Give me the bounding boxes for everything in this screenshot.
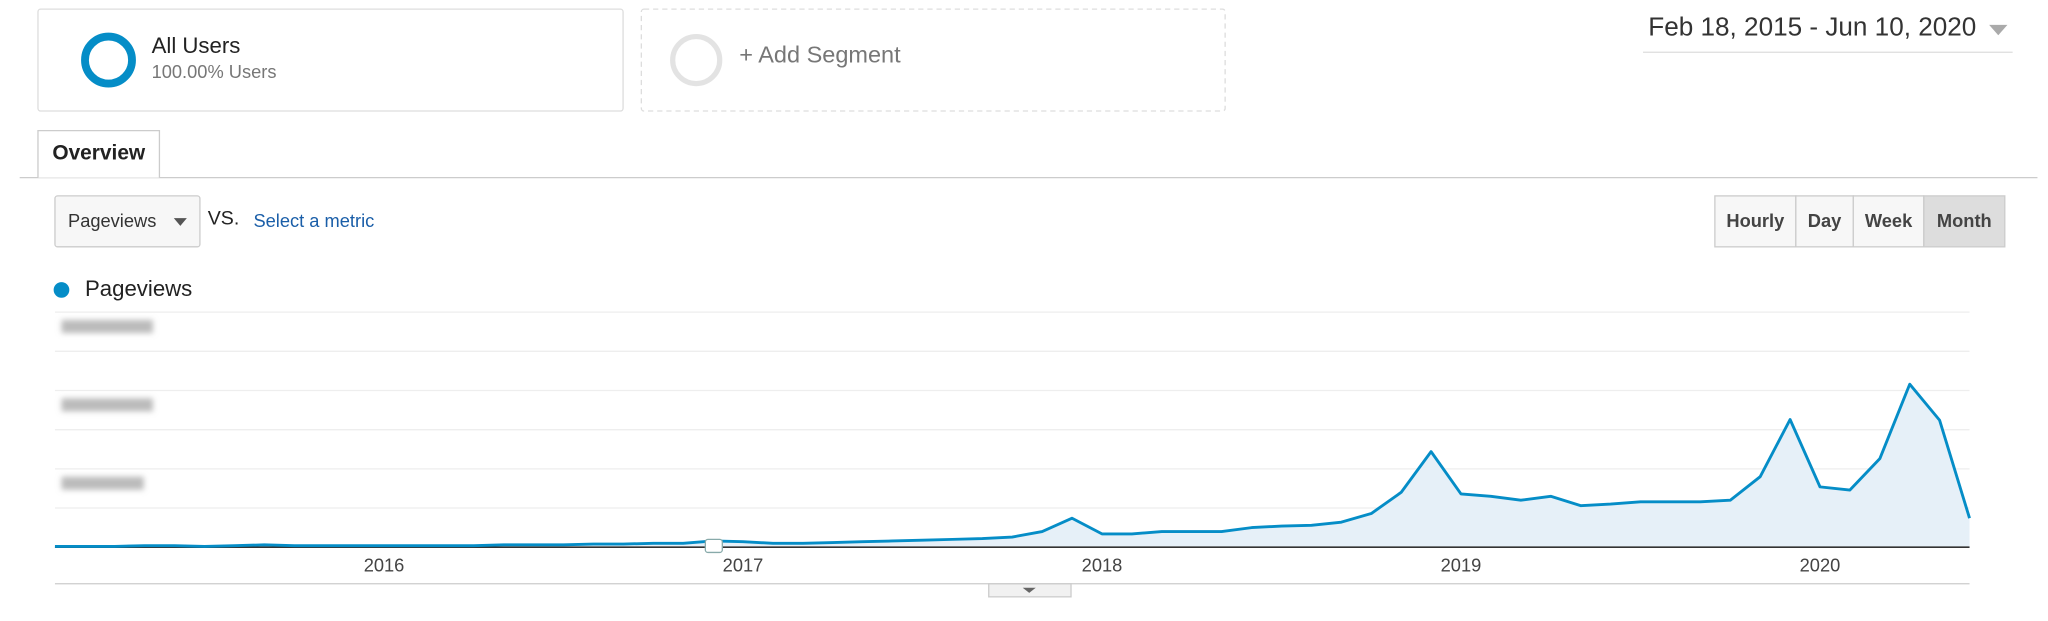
segment-title: All Users	[152, 33, 241, 58]
blurred-label	[61, 398, 153, 412]
x-tick-label: 2016	[364, 555, 405, 576]
granularity-button[interactable]	[1852, 195, 1925, 248]
dropdown-arrow[interactable]	[1989, 24, 2008, 36]
select-metric[interactable]: Select a metric	[253, 210, 374, 231]
annotation-marker[interactable]	[704, 538, 723, 554]
plot: 2016 2017 2018 2019 2020	[54, 311, 1971, 576]
collapse-arrow	[1022, 587, 1036, 593]
granularity-button[interactable]	[1795, 195, 1854, 248]
segment-subtitle: 100.00% Users	[152, 61, 277, 82]
x-tick-label: 2017	[723, 555, 764, 576]
x-tick-label: 2018	[1082, 555, 1123, 576]
add-segment-card[interactable]	[640, 8, 1226, 112]
granularity-group: Hourly Day Week Month	[1714, 195, 2006, 248]
tab[interactable]	[37, 129, 161, 178]
x-tick-label: 2019	[1441, 555, 1482, 576]
legend-label: Pageviews	[85, 276, 192, 301]
blurred-label	[61, 319, 153, 334]
segment-card[interactable]	[37, 8, 624, 112]
blurred-axis-labels	[61, 319, 153, 490]
tab-label: Overview	[52, 142, 146, 165]
granularity-button[interactable]	[1923, 195, 2006, 248]
segment-icon	[81, 32, 136, 88]
area	[54, 384, 1970, 548]
dropdown-arrow	[173, 218, 187, 226]
metric-dropdown[interactable]	[54, 195, 201, 248]
vs-label: VS.	[208, 208, 240, 230]
add-segment: + Add Segment	[739, 41, 901, 67]
granularity-label: Month	[1937, 210, 1992, 231]
granularity-label: Week	[1865, 210, 1913, 231]
date-range[interactable]: Feb 18, 2015 - Jun 10, 2020	[1648, 12, 1976, 42]
x-tick-label: 2020	[1800, 555, 1841, 576]
granularity-label: Hourly	[1726, 210, 1785, 231]
granularity-button[interactable]	[1714, 195, 1797, 248]
line	[54, 382, 1971, 548]
legend-dot	[53, 282, 70, 298]
blurred-label	[61, 476, 144, 490]
metric-label: Pageviews	[68, 210, 156, 231]
granularity-label: Day	[1808, 210, 1842, 231]
segment-icon	[670, 33, 723, 87]
